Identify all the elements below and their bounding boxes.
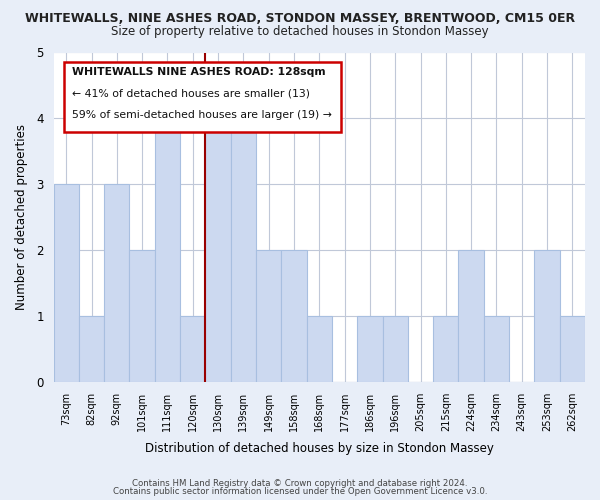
- Bar: [307, 316, 332, 382]
- Text: WHITEWALLS, NINE ASHES ROAD, STONDON MASSEY, BRENTWOOD, CM15 0ER: WHITEWALLS, NINE ASHES ROAD, STONDON MAS…: [25, 12, 575, 26]
- Bar: [104, 184, 130, 382]
- Text: Contains HM Land Registry data © Crown copyright and database right 2024.: Contains HM Land Registry data © Crown c…: [132, 478, 468, 488]
- Bar: [256, 250, 281, 382]
- X-axis label: Distribution of detached houses by size in Stondon Massey: Distribution of detached houses by size …: [145, 442, 494, 455]
- Bar: [281, 250, 307, 382]
- FancyBboxPatch shape: [64, 62, 341, 132]
- Text: 59% of semi-detached houses are larger (19) →: 59% of semi-detached houses are larger (…: [72, 110, 332, 120]
- Bar: [535, 250, 560, 382]
- Y-axis label: Number of detached properties: Number of detached properties: [15, 124, 28, 310]
- Bar: [130, 250, 155, 382]
- Text: Contains public sector information licensed under the Open Government Licence v3: Contains public sector information licen…: [113, 487, 487, 496]
- Bar: [205, 118, 231, 382]
- Bar: [357, 316, 383, 382]
- Bar: [383, 316, 408, 382]
- Text: WHITEWALLS NINE ASHES ROAD: 128sqm: WHITEWALLS NINE ASHES ROAD: 128sqm: [72, 68, 326, 78]
- Text: ← 41% of detached houses are smaller (13): ← 41% of detached houses are smaller (13…: [72, 88, 310, 99]
- Bar: [180, 316, 205, 382]
- Bar: [231, 118, 256, 382]
- Bar: [79, 316, 104, 382]
- Bar: [433, 316, 458, 382]
- Bar: [458, 250, 484, 382]
- Bar: [53, 184, 79, 382]
- Bar: [484, 316, 509, 382]
- Bar: [155, 118, 180, 382]
- Text: Size of property relative to detached houses in Stondon Massey: Size of property relative to detached ho…: [111, 25, 489, 38]
- Bar: [560, 316, 585, 382]
